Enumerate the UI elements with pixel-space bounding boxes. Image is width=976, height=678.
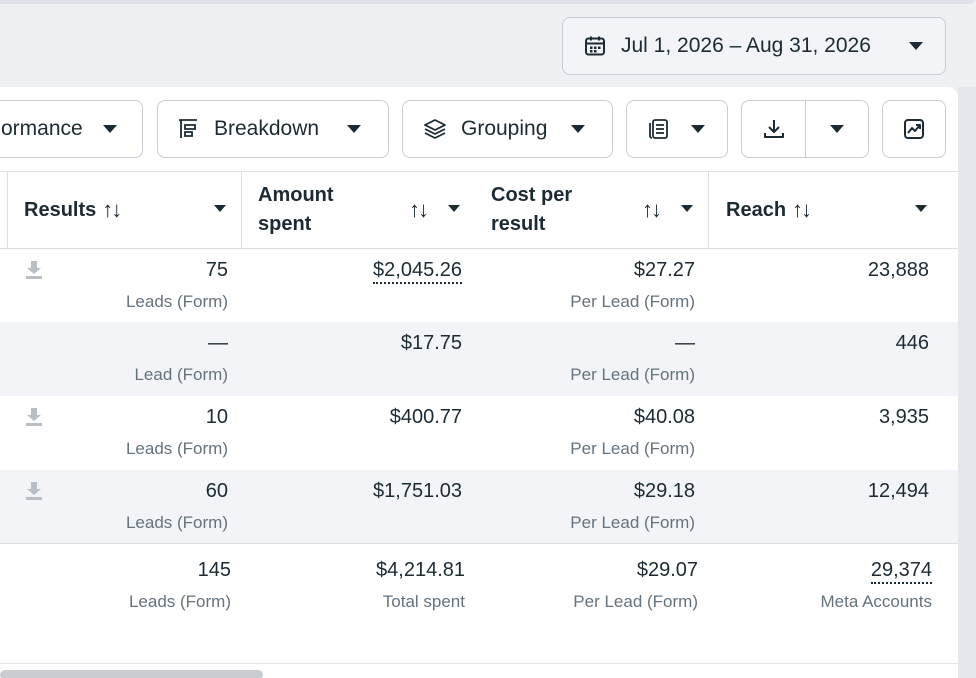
cost-per-result-type: Per Lead (Form) bbox=[570, 439, 695, 458]
total-reach-label: Meta Accounts bbox=[820, 592, 932, 611]
calendar-icon bbox=[585, 36, 605, 56]
performance-dropdown[interactable]: ormance bbox=[0, 100, 143, 158]
total-results-value: 145 bbox=[197, 559, 231, 581]
column-header-results[interactable]: Results ↑↓ bbox=[24, 171, 122, 249]
amount-spent-value[interactable]: $2,045.26 bbox=[373, 259, 462, 284]
reach-value: 23,888 bbox=[867, 259, 929, 281]
date-range-button[interactable]: Jul 1, 2026 – Aug 31, 2026 bbox=[562, 17, 946, 75]
table-row[interactable]: 60 Leads (Form) $1,751.03 $29.18 Per Lea… bbox=[0, 470, 958, 544]
reach-value: 12,494 bbox=[867, 480, 929, 502]
table-row[interactable]: — Lead (Form) $17.75 — Per Lead (Form) 4… bbox=[0, 322, 958, 396]
columns-dropdown[interactable] bbox=[626, 100, 728, 158]
grouping-dropdown[interactable]: Grouping bbox=[402, 100, 613, 158]
layers-icon bbox=[424, 119, 446, 139]
chevron-down-icon bbox=[909, 42, 923, 50]
results-value: 60 bbox=[205, 480, 228, 502]
download-icon[interactable] bbox=[25, 481, 43, 501]
column-divider bbox=[708, 171, 709, 249]
amount-spent-header-line2: spent bbox=[258, 213, 312, 235]
top-strip bbox=[0, 0, 975, 4]
cost-per-result-value: $27.27 bbox=[633, 259, 695, 281]
cost-per-result-type: Per Lead (Form) bbox=[570, 513, 695, 532]
column-header-amount-spent[interactable]: Amount spent bbox=[258, 171, 334, 249]
reach-value: 3,935 bbox=[878, 406, 929, 428]
download-icon[interactable] bbox=[25, 407, 43, 427]
column-header-reach[interactable]: Reach ↑↓ bbox=[726, 171, 812, 249]
reach-value: 446 bbox=[895, 332, 929, 354]
reach-header-label: Reach bbox=[726, 198, 787, 221]
total-amount-spent-value: $4,214.81 bbox=[376, 559, 465, 581]
amount-spent-column-menu-icon[interactable] bbox=[448, 205, 460, 212]
reach-column-menu-icon[interactable] bbox=[915, 205, 927, 212]
export-split-button bbox=[741, 100, 869, 158]
date-range-label: Jul 1, 2026 – Aug 31, 2026 bbox=[621, 34, 871, 57]
cost-per-result-type: Per Lead (Form) bbox=[570, 365, 695, 384]
grouping-label: Grouping bbox=[461, 117, 548, 140]
results-value: — bbox=[208, 332, 228, 354]
breakdown-dropdown[interactable]: Breakdown bbox=[157, 100, 389, 158]
horizontal-scrollbar[interactable] bbox=[0, 670, 263, 678]
amount-spent-value: $17.75 bbox=[400, 332, 462, 354]
breakdown-label: Breakdown bbox=[214, 117, 320, 140]
results-header-label: Results bbox=[24, 198, 97, 221]
cost-per-result-header-line2: result bbox=[491, 213, 546, 235]
cost-per-result-value: $40.08 bbox=[633, 406, 695, 428]
cost-per-result-header-line1: Cost per bbox=[491, 184, 573, 206]
total-reach-value[interactable]: 29,374 bbox=[870, 559, 932, 584]
view-charts-button[interactable] bbox=[882, 100, 946, 158]
cost-per-result-value: — bbox=[675, 332, 695, 354]
totals-row: 145 Leads (Form) $4,214.81 Total spent $… bbox=[0, 543, 958, 664]
chevron-down-icon bbox=[830, 125, 844, 133]
cost-per-result-value: $29.18 bbox=[633, 480, 695, 502]
performance-label: ormance bbox=[1, 117, 83, 140]
sort-icon[interactable]: ↑↓ bbox=[792, 197, 812, 222]
sort-icon[interactable]: ↑↓ bbox=[642, 197, 662, 222]
cost-per-result-column-menu-icon[interactable] bbox=[681, 205, 693, 212]
vertical-scroll-track[interactable] bbox=[958, 87, 976, 678]
results-value: 75 bbox=[205, 259, 228, 281]
download-icon bbox=[763, 120, 784, 138]
table-row[interactable]: 10 Leads (Form) $400.77 $40.08 Per Lead … bbox=[0, 396, 958, 470]
amount-spent-value: $1,751.03 bbox=[373, 480, 462, 502]
chevron-down-icon bbox=[347, 125, 362, 133]
total-cost-per-result-type: Per Lead (Form) bbox=[573, 592, 698, 611]
chevron-down-icon bbox=[571, 125, 586, 133]
cost-per-result-type: Per Lead (Form) bbox=[570, 292, 695, 311]
table-header bbox=[0, 171, 958, 249]
results-type: Lead (Form) bbox=[134, 365, 228, 384]
export-options-button[interactable] bbox=[806, 101, 868, 157]
chevron-down-icon bbox=[102, 125, 117, 133]
total-cost-per-result-value: $29.07 bbox=[636, 559, 698, 581]
table-row[interactable]: 75 Leads (Form) $2,045.26 $27.27 Per Lea… bbox=[0, 249, 958, 323]
total-results-type: Leads (Form) bbox=[128, 592, 231, 611]
sort-icon[interactable]: ↑↓ bbox=[102, 197, 122, 222]
column-header-cost-per-result[interactable]: Cost per result bbox=[491, 171, 572, 249]
results-type: Leads (Form) bbox=[125, 513, 228, 532]
export-button[interactable] bbox=[742, 101, 806, 157]
columns-icon bbox=[649, 119, 668, 139]
total-amount-spent-label: Total spent bbox=[382, 592, 465, 611]
results-column-menu-icon[interactable] bbox=[214, 205, 226, 212]
amount-spent-value: $400.77 bbox=[389, 406, 462, 428]
sort-icon[interactable]: ↑↓ bbox=[409, 197, 429, 222]
results-value: 10 bbox=[205, 406, 228, 428]
chart-icon bbox=[904, 119, 924, 139]
amount-spent-header-line1: Amount bbox=[258, 184, 334, 206]
column-divider bbox=[7, 171, 8, 249]
results-type: Leads (Form) bbox=[125, 292, 228, 311]
column-divider bbox=[241, 171, 242, 249]
results-type: Leads (Form) bbox=[125, 439, 228, 458]
chevron-down-icon bbox=[691, 125, 705, 133]
breakdown-icon bbox=[179, 119, 197, 138]
download-icon[interactable] bbox=[25, 260, 43, 280]
